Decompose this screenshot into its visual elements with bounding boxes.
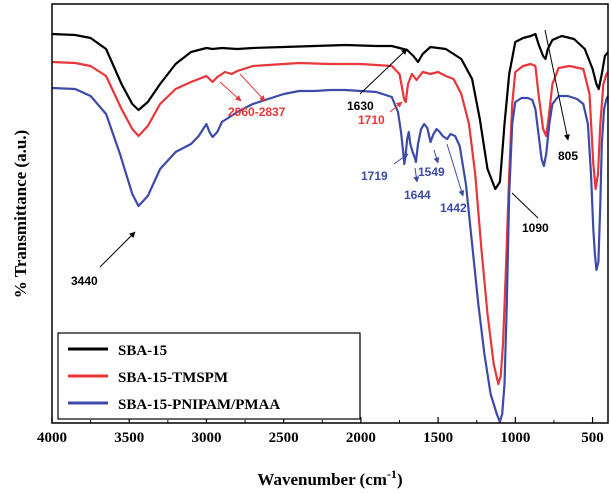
x-tick-label-4000: 4000 (37, 430, 67, 446)
annotation-1442: 1442 (440, 201, 467, 215)
tick-layer: 4000 3500 3000 2500 2000 1500 1000 500 (37, 417, 604, 446)
annotation-arrow-1549 (433, 149, 440, 164)
y-axis-label: % Transmittance (a.u.) (11, 130, 30, 298)
x-tick-label-3500: 3500 (114, 430, 144, 446)
legend-box (57, 332, 361, 420)
annotation-arrow-2960 (219, 81, 242, 102)
annotation-arrow-2837 (239, 73, 266, 102)
series-line-0 (51, 32, 609, 191)
plot-frame (51, 3, 609, 424)
annotation-1719: 1719 (361, 169, 388, 183)
series-line-1 (51, 60, 609, 386)
x-tick-label-2000: 2000 (346, 430, 376, 446)
annotation-arrow-1442 (446, 143, 465, 197)
annotation-arrow-1090 (511, 192, 539, 219)
x-tick-label-500: 500 (581, 430, 604, 446)
annotation-arrow-1630 (359, 48, 408, 95)
annotation-3440: 3440 (71, 274, 98, 288)
x-tick-label-1500: 1500 (423, 430, 453, 446)
annotation-1090: 1090 (522, 221, 549, 235)
legend-label-tmspm: SBA-15-TMSPM (118, 370, 228, 386)
legend-label-pnipam: SBA-15-PNIPAM/PMAA (118, 397, 280, 413)
x-tick-label-2500: 2500 (269, 430, 299, 446)
x-tick-label-1000: 1000 (500, 430, 530, 446)
x-tick-label-3000: 3000 (191, 430, 221, 446)
annotations: 3440 2960-2837 1630 1710 1719 1644 1549 … (71, 29, 578, 288)
annotation-arrow-1710 (389, 101, 403, 113)
series-layer (51, 32, 609, 424)
annotation-1710: 1710 (358, 113, 385, 127)
x-axis-label: Wavenumber (cm-1) (257, 467, 402, 489)
annotation-arrow-805 (544, 29, 570, 141)
annotation-805: 805 (558, 149, 578, 163)
annotation-2960-2837: 2960-2837 (228, 105, 286, 119)
series-line-2 (51, 86, 609, 424)
annotation-1630: 1630 (347, 99, 374, 113)
legend-label-sba15: SBA-15 (118, 343, 167, 359)
annotation-arrow-3440 (99, 231, 136, 268)
legend: SBA-15 SBA-15-TMSPM SBA-15-PNIPAM/PMAA (57, 332, 361, 420)
annotation-1644: 1644 (404, 188, 431, 202)
annotation-arrow-1644 (413, 167, 420, 183)
annotation-arrow-1719 (393, 153, 409, 165)
annotation-1549: 1549 (418, 165, 445, 179)
